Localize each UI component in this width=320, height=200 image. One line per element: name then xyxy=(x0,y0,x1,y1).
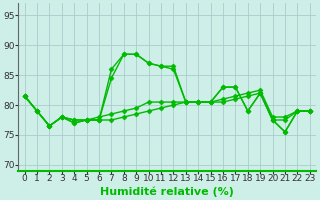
X-axis label: Humidité relative (%): Humidité relative (%) xyxy=(100,186,234,197)
